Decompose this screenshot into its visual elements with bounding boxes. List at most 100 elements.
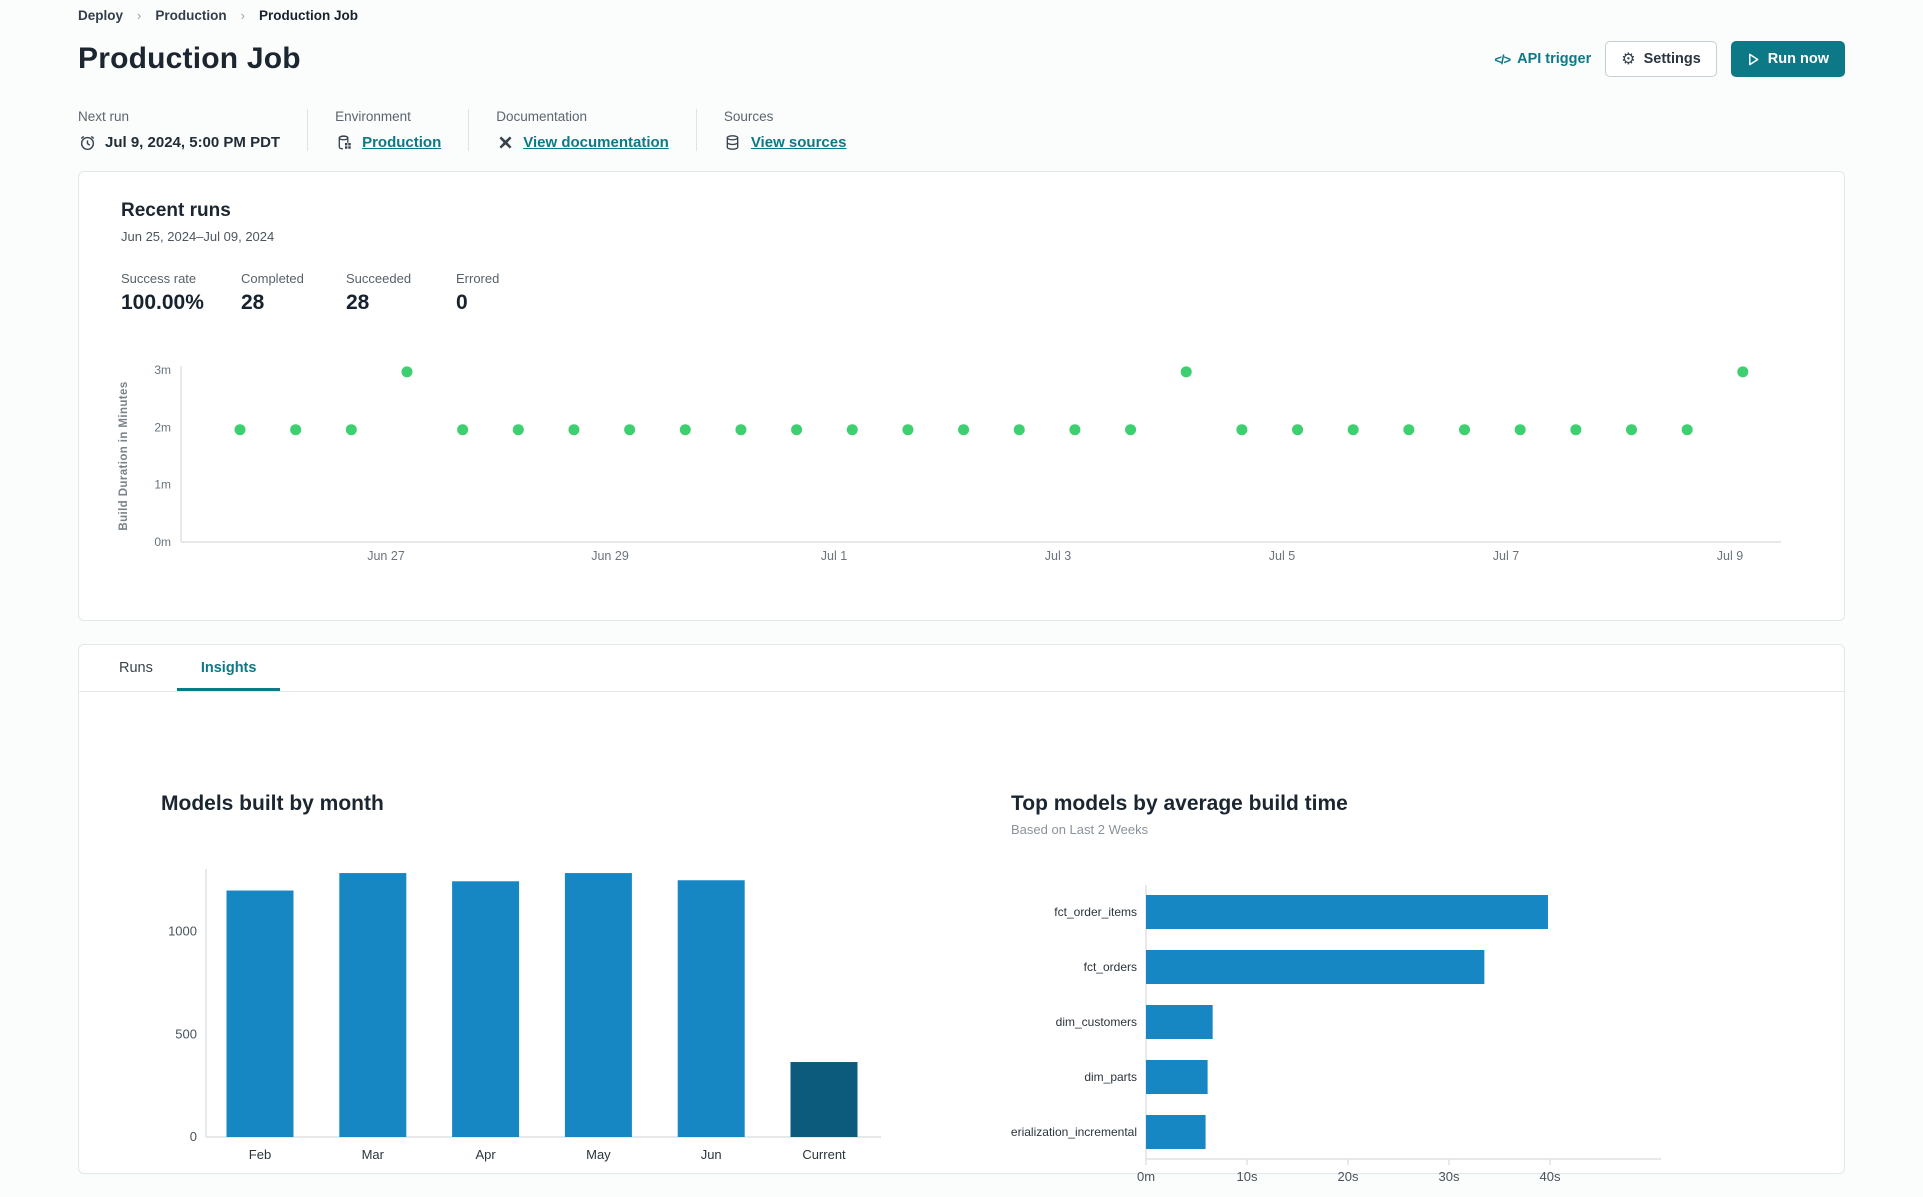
model-bar[interactable]: [1146, 950, 1485, 984]
run-dot[interactable]: [1347, 424, 1359, 436]
model-bar[interactable]: [1146, 1005, 1213, 1039]
svg-text:dim_customers: dim_customers: [1056, 1015, 1137, 1029]
model-bar[interactable]: [1146, 895, 1548, 929]
recent-runs-date-range: Jun 25, 2024–Jul 09, 2024: [121, 229, 275, 244]
run-dot[interactable]: [846, 424, 858, 436]
svg-text:500: 500: [175, 1026, 197, 1041]
model-bar[interactable]: [1146, 1060, 1208, 1094]
breadcrumb: Deploy › Production › Production Job: [78, 6, 1845, 23]
environment-database-icon: [335, 133, 353, 151]
run-dot[interactable]: [1737, 366, 1749, 378]
month-bar[interactable]: [339, 873, 407, 1137]
settings-button[interactable]: ⚙ Settings: [1605, 41, 1717, 77]
run-dot[interactable]: [791, 424, 803, 436]
models-built-by-month-svg: 0 500 1000 Feb Mar Apr May Jun Current: [168, 869, 881, 1162]
view-sources-link[interactable]: View sources: [750, 133, 847, 151]
documentation-label: Documentation: [496, 109, 588, 124]
run-dot[interactable]: [1236, 424, 1248, 436]
run-dot[interactable]: [345, 424, 357, 436]
run-dot[interactable]: [1180, 366, 1192, 378]
svg-text:Mar: Mar: [362, 1147, 385, 1162]
svg-text:dim_parts: dim_parts: [1084, 1070, 1137, 1084]
stat-value: 28: [346, 291, 370, 314]
page-title: Production Job: [78, 42, 301, 75]
run-dot[interactable]: [512, 424, 524, 436]
environment-link[interactable]: Production: [362, 133, 442, 151]
top-models-block: Top models by average build time Based o…: [1011, 792, 1671, 1197]
run-now-label: Run now: [1767, 51, 1829, 67]
run-dot[interactable]: [1403, 424, 1415, 436]
run-dot[interactable]: [1459, 424, 1471, 436]
models-built-by-month-block: Models built by month 0 500 1000 Feb Mar Apr M…: [161, 792, 901, 1171]
run-dot[interactable]: [1681, 424, 1693, 436]
month-bar[interactable]: [452, 881, 520, 1137]
next-run-label: Next run: [78, 109, 130, 124]
month-bar[interactable]: [677, 880, 745, 1137]
svg-text:Jul 3: Jul 3: [1045, 549, 1071, 563]
run-dot[interactable]: [679, 424, 691, 436]
gear-icon: ⚙: [1621, 49, 1636, 68]
next-run-value: Jul 9, 2024, 5:00 PM PDT: [105, 133, 281, 151]
sources-database-icon: [724, 133, 742, 151]
tab-runs[interactable]: Runs: [119, 660, 153, 676]
month-bar[interactable]: [790, 1062, 858, 1137]
run-dot[interactable]: [234, 424, 246, 436]
run-dot[interactable]: [735, 424, 747, 436]
build-duration-chart-svg: 0m 1m 2m 3m Build Duration in Minutes Jun 27 J…: [118, 363, 1781, 563]
svg-text:10s: 10s: [1237, 1169, 1258, 1184]
svg-text:0m: 0m: [1137, 1169, 1155, 1184]
svg-text:Jun 29: Jun 29: [591, 549, 629, 563]
breadcrumb-production[interactable]: Production: [155, 8, 227, 23]
run-now-button[interactable]: Run now: [1730, 41, 1845, 77]
run-dot[interactable]: [568, 424, 580, 436]
tab-bar: Runs Insights: [79, 645, 1844, 692]
info-environment: Environment Produc: [307, 109, 468, 151]
job-info-row: Next run Jul 9, 2024, 5:00 PM PDT Enviro…: [78, 109, 1845, 151]
run-dot[interactable]: [1292, 424, 1304, 436]
svg-text:Jun 27: Jun 27: [367, 549, 405, 563]
run-dot[interactable]: [958, 424, 970, 436]
top-models-svg: fct_order_items fct_orders dim_customersdi…: [1011, 885, 1661, 1184]
stat-label: Errored: [456, 271, 500, 286]
recent-runs-stats: Success rate 100.00% Completed 28 Succee…: [121, 271, 1802, 315]
svg-text:fct_order_items: fct_order_items: [1054, 905, 1137, 919]
api-trigger-link[interactable]: </> API trigger: [1494, 51, 1591, 67]
run-dot[interactable]: [624, 424, 636, 436]
recent-runs-title: Recent runs: [121, 200, 231, 221]
title-row: Production Job </> API trigger ⚙ Setting…: [78, 41, 1845, 77]
svg-text:fct_orders: fct_orders: [1084, 960, 1137, 974]
view-documentation-link[interactable]: View documentation: [523, 133, 669, 151]
svg-text:0m: 0m: [154, 535, 171, 549]
month-bar[interactable]: [564, 873, 632, 1137]
run-dot[interactable]: [1570, 424, 1582, 436]
run-dot[interactable]: [1013, 424, 1025, 436]
svg-text:3m: 3m: [154, 363, 171, 377]
stat-completed: Completed 28: [241, 271, 318, 315]
month-bar[interactable]: [226, 890, 294, 1137]
dbt-docs-icon: [496, 133, 514, 151]
run-dot[interactable]: [457, 424, 469, 436]
run-dot[interactable]: [902, 424, 914, 436]
play-icon: [1747, 53, 1760, 66]
svg-text:May: May: [586, 1147, 611, 1162]
settings-label: Settings: [1643, 51, 1701, 67]
svg-text:Jul 1: Jul 1: [821, 549, 847, 563]
run-dot[interactable]: [1514, 424, 1526, 436]
run-dot[interactable]: [401, 366, 413, 378]
top-models-subtitle: Based on Last 2 Weeks: [1011, 822, 1149, 837]
run-dot[interactable]: [1125, 424, 1137, 436]
breadcrumb-deploy[interactable]: Deploy: [78, 8, 124, 23]
build-duration-chart: 0m 1m 2m 3m Build Duration in Minutes Jun 27 J…: [81, 362, 1837, 577]
run-dot[interactable]: [290, 424, 302, 436]
svg-text:materialization_incremental: materialization_incremental: [1011, 1125, 1137, 1139]
tab-insights[interactable]: Insights: [176, 645, 281, 691]
svg-text:1m: 1m: [154, 478, 171, 492]
info-sources: Sources View sources: [695, 109, 874, 151]
run-dot[interactable]: [1069, 424, 1081, 436]
run-dot[interactable]: [1626, 424, 1637, 436]
stat-value: 28: [241, 291, 265, 314]
stat-success-rate: Success rate 100.00%: [121, 271, 213, 315]
model-bar[interactable]: [1146, 1115, 1206, 1149]
stat-succeeded: Succeeded 28: [346, 271, 428, 315]
